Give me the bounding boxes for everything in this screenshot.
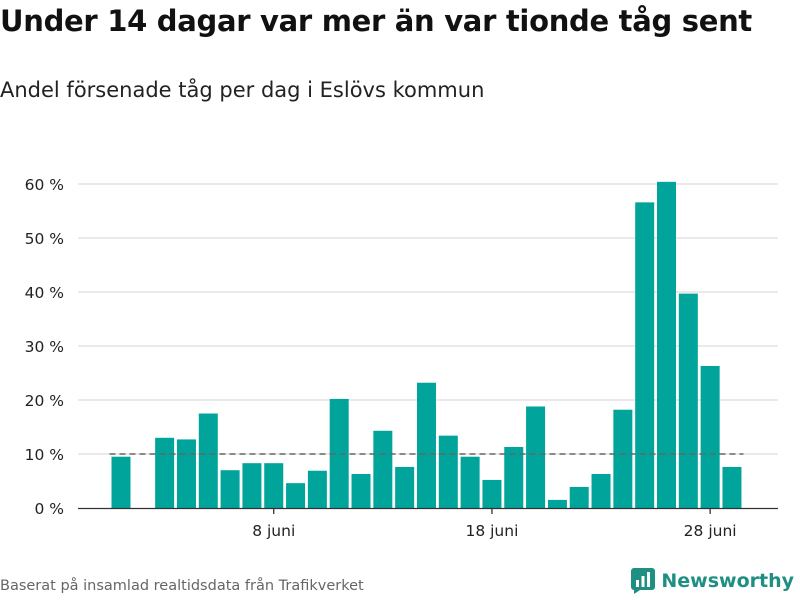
- bar: [678, 293, 698, 508]
- y-tick-label: 10 %: [25, 446, 64, 464]
- axes: 0 % 10 % 20 % 30 % 40 % 50 % 60 % 8 juni 18 juni…: [25, 176, 778, 540]
- bar: [264, 463, 284, 508]
- bar: [176, 439, 196, 508]
- bar: [591, 473, 611, 508]
- bar: [700, 365, 720, 508]
- bar: [395, 466, 415, 508]
- bar: [329, 398, 349, 508]
- bar-chart-logo-icon: [631, 568, 656, 594]
- x-tick-label: 8 juni: [252, 522, 295, 540]
- bar: [220, 470, 240, 508]
- bar: [635, 202, 655, 509]
- bar: [111, 456, 131, 508]
- brand-name: Newsworthy: [661, 570, 794, 592]
- y-tick-label: 0 %: [34, 500, 64, 518]
- bar: [242, 463, 262, 508]
- bar: [504, 446, 524, 508]
- bar: [526, 406, 546, 508]
- bar: [482, 479, 502, 508]
- x-tick-label: 28 juni: [684, 522, 737, 540]
- brand-logo[interactable]: Newsworthy: [631, 568, 794, 594]
- bar: [569, 486, 589, 508]
- chart-subtitle: Andel försenade tåg per dag i Eslövs kom…: [0, 78, 485, 102]
- chart-title: Under 14 dagar var mer än var tionde tåg…: [0, 4, 752, 38]
- source-note: Baserat på insamlad realtidsdata från Tr…: [0, 578, 364, 594]
- bar: [460, 456, 480, 508]
- y-tick-label: 60 %: [25, 176, 64, 194]
- y-tick-label: 40 %: [25, 284, 64, 302]
- bar: [613, 409, 633, 508]
- bar: [286, 483, 306, 508]
- y-tick-label: 30 %: [25, 338, 64, 356]
- y-tick-label: 20 %: [25, 392, 64, 410]
- x-tick-label: 18 juni: [465, 522, 518, 540]
- y-tick-label: 50 %: [25, 230, 64, 248]
- bar: [438, 435, 458, 508]
- bar: [373, 430, 393, 508]
- bar: [657, 181, 676, 508]
- bar: [307, 470, 327, 508]
- bars: [111, 181, 742, 509]
- bar: [155, 437, 175, 508]
- bar-chart: 0 % 10 % 20 % 30 % 40 % 50 % 60 % 8 juni 18 juni…: [25, 176, 778, 540]
- bar: [198, 413, 218, 508]
- bar: [351, 473, 371, 508]
- bar: [416, 382, 436, 508]
- bar: [547, 499, 567, 508]
- bar: [722, 466, 742, 508]
